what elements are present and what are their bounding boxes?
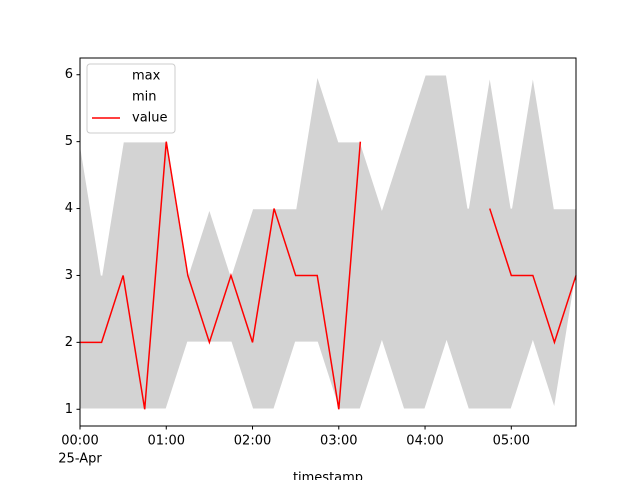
x-tick-label: 04:00 xyxy=(406,434,443,449)
x-date-label: 25-Apr xyxy=(58,452,102,467)
legend-label: value xyxy=(132,111,168,126)
y-tick-label: 5 xyxy=(65,134,73,149)
x-axis-label: timestamp xyxy=(293,471,363,480)
legend-label: min xyxy=(132,90,157,105)
legend-label: max xyxy=(132,69,161,84)
axes-frame xyxy=(79,57,577,427)
y-tick-label: 1 xyxy=(65,402,73,417)
y-tick-label: 3 xyxy=(65,268,73,283)
series-line xyxy=(80,275,577,411)
legend: max min value xyxy=(86,63,176,134)
plot-area xyxy=(79,73,577,411)
series-line xyxy=(80,141,577,410)
y-tick-label: 2 xyxy=(65,335,73,350)
x-tick-label: 05:00 xyxy=(493,434,530,449)
x-tick-label: 02:00 xyxy=(234,434,271,449)
legend-box xyxy=(86,63,176,134)
series-line xyxy=(79,73,576,278)
x-tick-label: 03:00 xyxy=(320,434,357,449)
x-tick-label: 00:00 xyxy=(61,434,98,449)
y-tick-label: 4 xyxy=(65,201,73,216)
x-tick-label: 01:00 xyxy=(148,434,185,449)
y-tick-label: 6 xyxy=(65,67,73,82)
